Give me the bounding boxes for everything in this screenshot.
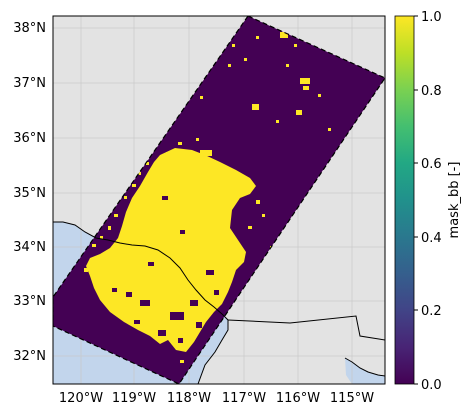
lon-tick-label: 119°W bbox=[112, 391, 156, 406]
lat-tick-label: 36°N bbox=[13, 131, 46, 146]
lon-tick-label: 117°W bbox=[222, 391, 266, 406]
lat-tick-label: 37°N bbox=[13, 76, 46, 91]
map-panel bbox=[53, 16, 385, 384]
lat-tick-label: 32°N bbox=[13, 349, 46, 364]
mask-swath bbox=[53, 16, 385, 384]
colorbar-gradient bbox=[394, 15, 415, 385]
lon-tick-label: 120°W bbox=[59, 391, 103, 406]
coastline bbox=[53, 221, 385, 384]
lat-tick-label: 34°N bbox=[13, 240, 46, 255]
lat-tick-label: 38°N bbox=[13, 21, 46, 36]
lat-tick-label: 33°N bbox=[13, 294, 46, 309]
longitude-axis: 120°W 119°W 118°W 117°W 116°W 115°W bbox=[59, 391, 374, 406]
colorbar-tick-label: 1.0 bbox=[421, 10, 442, 25]
colorbar-label: mask_bb [-] bbox=[447, 162, 462, 239]
colorbar-tick-label: 0.2 bbox=[421, 304, 442, 319]
latitude-axis: 38°N 37°N 36°N 35°N 34°N 33°N 32°N bbox=[13, 21, 46, 364]
national-border bbox=[227, 315, 385, 341]
lon-tick-label: 116°W bbox=[276, 391, 320, 406]
lon-tick-label: 118°W bbox=[167, 391, 211, 406]
lon-tick-label: 115°W bbox=[330, 391, 374, 406]
map-frame bbox=[52, 15, 386, 385]
colorbar-tick-label: 0.6 bbox=[421, 157, 442, 172]
colorbar-tick-label: 0.8 bbox=[421, 84, 442, 99]
lat-tick-label: 35°N bbox=[13, 186, 46, 201]
colorbar-tick-label: 0.4 bbox=[421, 231, 442, 246]
colorbar: 0.0 0.2 0.4 0.6 0.8 1.0 mask_bb [-] bbox=[394, 10, 462, 393]
colorbar-tick-label: 0.0 bbox=[421, 378, 442, 393]
mask-region bbox=[86, 148, 256, 352]
